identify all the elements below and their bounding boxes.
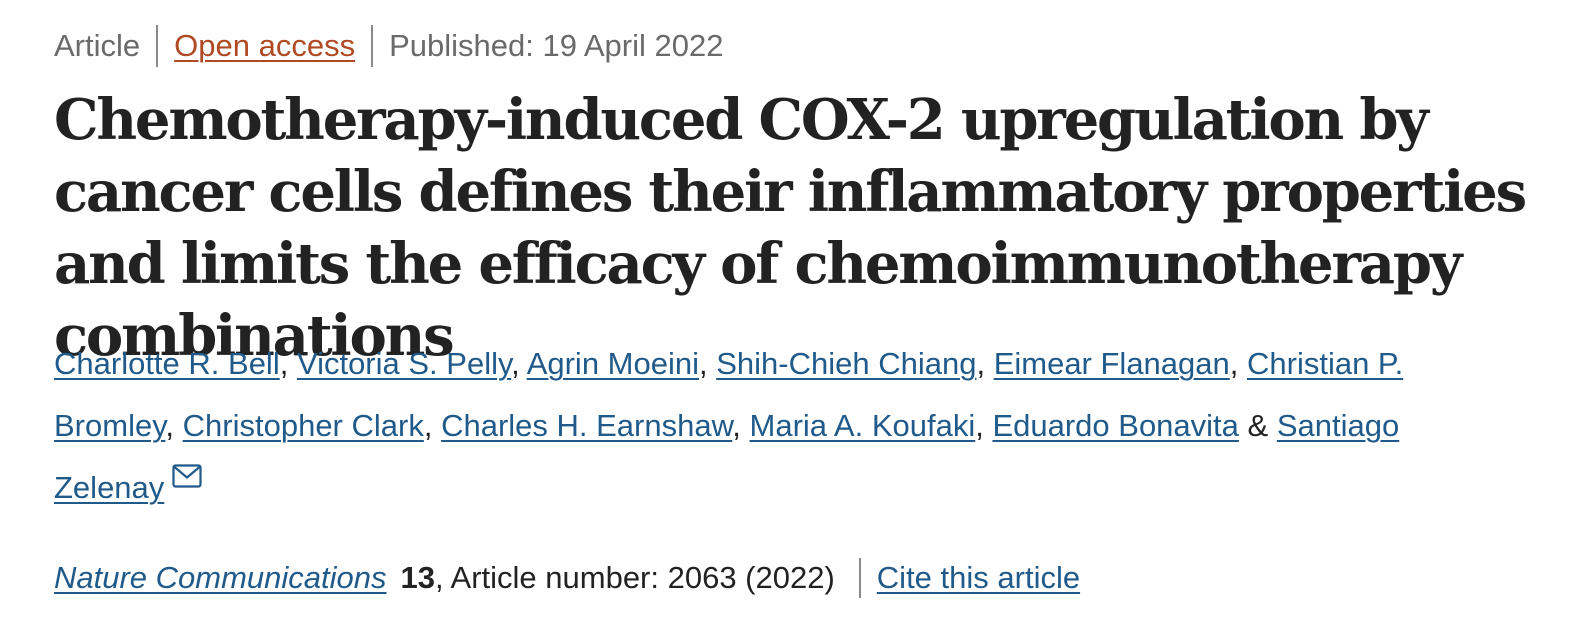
author-separator: , (975, 408, 993, 443)
author-link[interactable]: Eimear Flanagan (993, 346, 1230, 381)
author-list: Charlotte R. Bell, Victoria S. Pelly, Ag… (54, 333, 1474, 519)
author-separator: & (1238, 408, 1277, 443)
author-separator: , (699, 346, 717, 381)
author-link[interactable]: Christopher Clark (182, 408, 424, 443)
author-link[interactable]: Maria A. Koufaki (749, 408, 976, 443)
author-link[interactable]: Charlotte R. Bell (54, 346, 280, 381)
cite-this-article-link[interactable]: Cite this article (876, 560, 1081, 595)
author-link[interactable]: Shih-Chieh Chiang (716, 346, 977, 381)
open-access-link[interactable]: Open access (174, 28, 356, 63)
author-link[interactable]: Victoria S. Pelly (296, 346, 512, 381)
meta-divider (156, 25, 159, 67)
author-link[interactable]: Charles H. Earnshaw (441, 408, 733, 443)
journal-volume: 13 (400, 560, 436, 595)
author-separator: , (511, 346, 527, 381)
author-separator: , (1229, 346, 1247, 381)
author-separator: , (976, 346, 994, 381)
author-separator: , (423, 408, 442, 443)
author-separator: , (165, 408, 183, 443)
journal-link[interactable]: Nature Communications (54, 560, 387, 595)
article-number: , Article number: 2063 (2022) (435, 560, 835, 595)
author-link[interactable]: Eduardo Bonavita (992, 408, 1239, 443)
meta-divider (371, 25, 374, 67)
citation-divider (858, 558, 861, 598)
article-type: Article (54, 28, 141, 63)
article-title: Chemotherapy-induced COX-2 upregulation … (54, 87, 1527, 369)
author-link[interactable]: Christian P. Bromley (54, 346, 1404, 443)
author-separator: , (279, 346, 297, 381)
citation-row: Nature Communications 13 , Article numbe… (54, 556, 1080, 600)
author-link[interactable]: Santiago Zelenay (54, 408, 1400, 505)
author-separator: , (732, 408, 750, 443)
published-date: Published: 19 April 2022 (389, 28, 724, 63)
mail-icon[interactable] (172, 464, 202, 488)
article-meta: Article Open access Published: 19 April … (54, 24, 723, 68)
author-link[interactable]: Agrin Moeini (526, 346, 699, 381)
